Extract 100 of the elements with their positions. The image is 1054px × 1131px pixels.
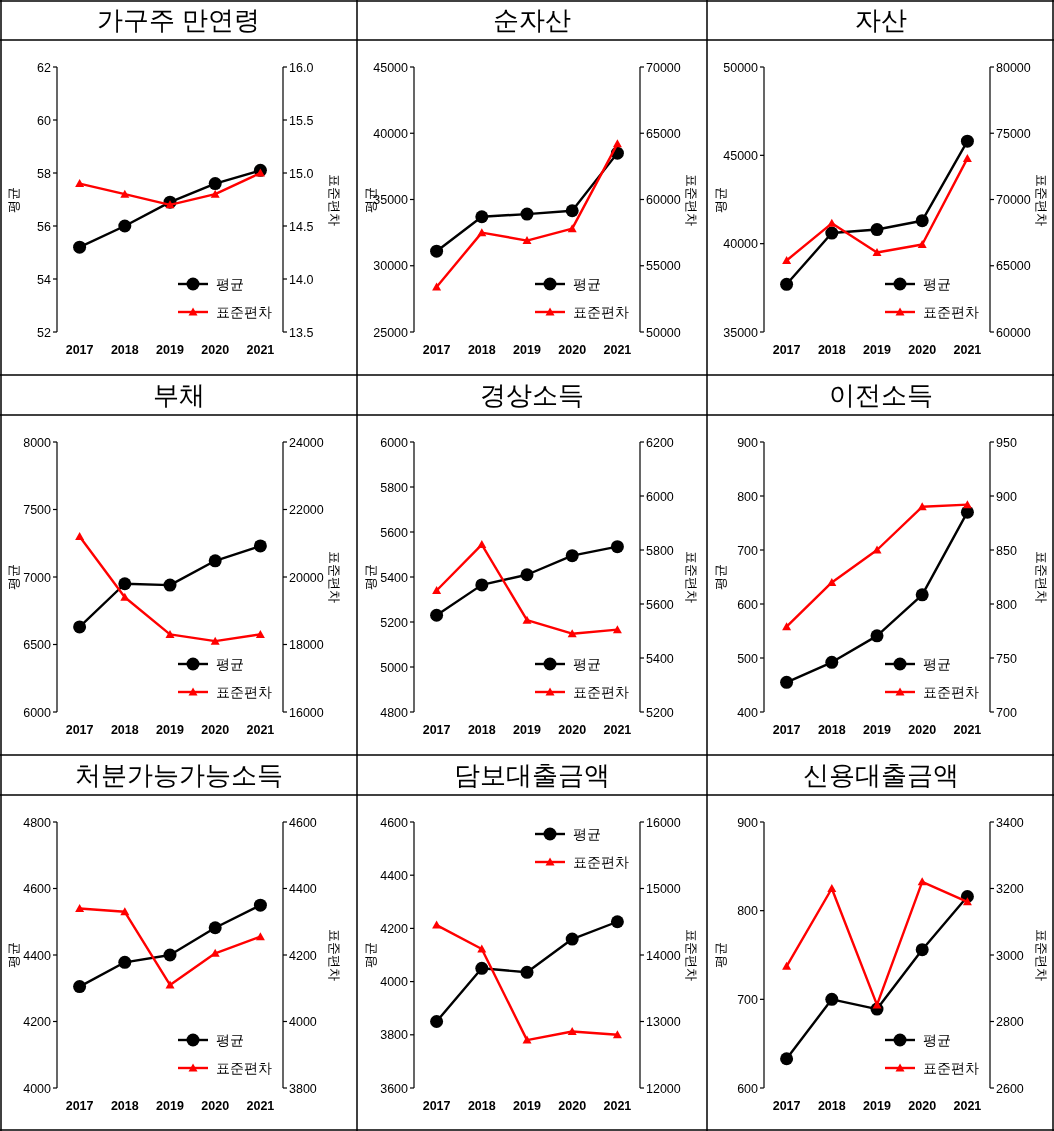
y2-tick-label: 950 <box>996 435 1017 450</box>
point <box>430 1015 444 1028</box>
y2-axis-title: 표준편차 <box>684 551 699 603</box>
y2-tick-label: 18000 <box>289 638 324 652</box>
y-tick-label: 6500 <box>23 638 52 652</box>
y-tick-label: 600 <box>737 597 759 612</box>
point <box>163 578 177 592</box>
x-tick-label: 2017 <box>772 723 801 737</box>
y2-tick-label: 50000 <box>646 325 681 340</box>
point <box>520 965 534 979</box>
point <box>872 545 882 554</box>
y2-tick-label: 75000 <box>996 126 1031 141</box>
point <box>870 223 884 237</box>
y-tick-label: 52 <box>37 325 52 340</box>
point <box>432 920 442 929</box>
legend-label: 평균 <box>573 826 601 842</box>
y2-tick-label: 16000 <box>646 815 681 830</box>
x-tick-label: 2021 <box>246 343 275 357</box>
y-tick-label: 700 <box>737 543 759 558</box>
legend-label: 평균 <box>923 656 951 672</box>
y-tick-label: 56 <box>37 219 52 234</box>
legend-label: 표준편차 <box>216 1060 272 1076</box>
y-tick-label: 7500 <box>23 503 52 517</box>
chart-title: 부채 <box>152 381 205 410</box>
chart-title: 담보대출금액 <box>454 761 610 790</box>
y-tick-label: 8000 <box>23 435 52 450</box>
y2-tick-label: 15.5 <box>289 113 314 128</box>
x-tick-label: 2018 <box>467 1099 496 1113</box>
y-tick-label: 5200 <box>380 615 409 630</box>
legend-label: 표준편차 <box>573 684 629 700</box>
point <box>520 568 534 582</box>
point <box>565 549 579 563</box>
y2-tick-label: 14.5 <box>289 219 314 234</box>
y2-tick-label: 4000 <box>289 1015 317 1029</box>
point <box>962 500 972 509</box>
y2-tick-label: 5600 <box>646 597 674 612</box>
x-tick-label: 2018 <box>817 1099 846 1113</box>
point <box>118 577 132 591</box>
x-tick-label: 2021 <box>246 723 275 737</box>
x-tick-label: 2019 <box>863 1099 891 1113</box>
x-tick-label: 2019 <box>156 343 184 357</box>
legend-label: 표준편차 <box>923 684 979 700</box>
y-tick-label: 6000 <box>23 705 52 720</box>
y2-tick-label: 6200 <box>646 435 674 450</box>
point <box>522 1035 532 1044</box>
point <box>73 620 87 634</box>
y2-tick-label: 13.5 <box>289 325 314 340</box>
y-tick-label: 800 <box>737 489 759 504</box>
point <box>565 932 579 946</box>
y-tick-label: 58 <box>37 166 52 181</box>
y-tick-label: 60 <box>37 113 52 128</box>
legend-label: 표준편차 <box>923 304 979 320</box>
x-tick-label: 2017 <box>65 343 94 357</box>
point <box>255 932 265 941</box>
point <box>565 204 579 218</box>
y-axis-title: 평균 <box>6 942 21 968</box>
y-axis-title: 평균 <box>363 942 378 968</box>
x-tick-label: 2017 <box>772 343 801 357</box>
y2-tick-label: 750 <box>996 651 1017 666</box>
point <box>430 244 444 258</box>
x-tick-label: 2017 <box>772 1099 801 1113</box>
y2-tick-label: 16000 <box>289 705 324 720</box>
x-tick-label: 2019 <box>513 723 541 737</box>
point <box>75 903 85 912</box>
x-tick-label: 2018 <box>110 723 139 737</box>
point <box>780 675 794 689</box>
x-tick-label: 2021 <box>953 343 982 357</box>
y-tick-label: 900 <box>737 435 759 450</box>
chart-title: 순자산 <box>493 6 571 35</box>
legend-label: 평균 <box>216 276 244 292</box>
y-tick-label: 35000 <box>723 325 759 340</box>
y-tick-label: 400 <box>737 705 759 720</box>
point <box>75 532 85 540</box>
y2-tick-label: 5200 <box>646 705 674 720</box>
y2-tick-label: 5400 <box>646 651 674 666</box>
legend-label: 평균 <box>923 1032 951 1048</box>
y-tick-label: 3600 <box>380 1081 409 1096</box>
point <box>210 948 220 957</box>
point <box>522 236 532 245</box>
y2-tick-label: 700 <box>996 705 1017 720</box>
y-tick-label: 40000 <box>373 126 409 141</box>
point <box>163 948 177 962</box>
y2-axis-title: 표준편차 <box>327 929 342 981</box>
point <box>208 554 222 568</box>
y-tick-label: 30000 <box>373 259 409 274</box>
point <box>917 877 927 886</box>
point <box>827 577 837 586</box>
point <box>962 153 972 162</box>
y2-axis-title: 표준편차 <box>1034 929 1049 981</box>
legend-label: 평균 <box>216 1032 244 1048</box>
x-tick-label: 2021 <box>603 1099 632 1113</box>
x-tick-label: 2018 <box>467 343 496 357</box>
x-tick-label: 2018 <box>817 343 846 357</box>
y2-tick-label: 60000 <box>996 325 1031 340</box>
y2-tick-label: 3400 <box>996 815 1024 830</box>
y-tick-label: 600 <box>737 1081 759 1096</box>
point <box>825 992 839 1006</box>
legend-label: 표준편차 <box>923 1060 979 1076</box>
y-tick-label: 25000 <box>373 325 409 340</box>
y2-tick-label: 12000 <box>646 1081 681 1096</box>
